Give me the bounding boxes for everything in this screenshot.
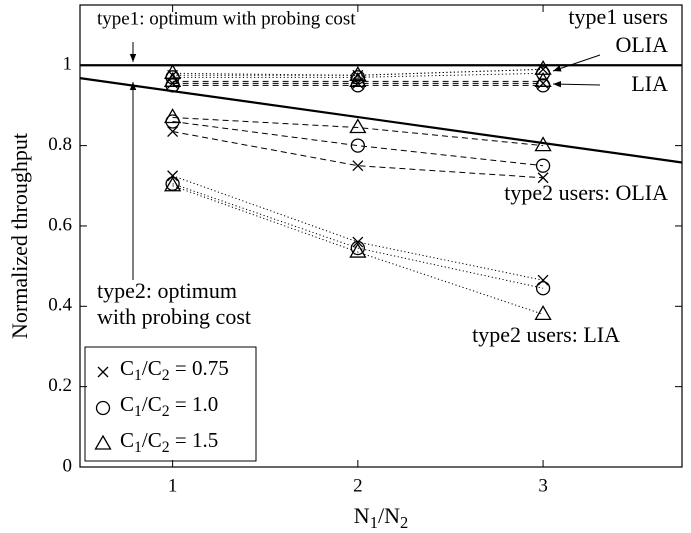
- optimum-line: [79, 77, 683, 164]
- marker-x: [537, 274, 549, 286]
- marker-x: [167, 170, 179, 182]
- annotation: with probing cost: [97, 304, 251, 329]
- marker-x: [97, 366, 109, 378]
- lia-arrow: [552, 80, 601, 88]
- marker-circle: [95, 400, 111, 416]
- marker-triangle: [163, 72, 182, 87]
- y-axis-label: Normalized throughput: [7, 133, 32, 339]
- x-tick-label: 3: [538, 475, 548, 496]
- x-axis-label: N1​/N2​: [354, 503, 408, 532]
- marker-triangle: [349, 242, 367, 258]
- marker-triangle: [534, 136, 552, 152]
- y-tick-label: 0.2: [48, 375, 72, 396]
- y-tick-label: 0.8: [48, 134, 72, 155]
- series-line: [172, 131, 544, 179]
- marker-triangle: [163, 108, 182, 124]
- legend-label: C1​/C2​ = 0.75: [120, 356, 229, 384]
- marker-x: [537, 172, 549, 184]
- marker-triangle: [94, 434, 112, 450]
- marker-triangle: [534, 72, 552, 87]
- x-tick-label: 2: [353, 475, 363, 496]
- annotation: type1: optimum with probing cost: [97, 8, 356, 29]
- y-tick-label: 0: [63, 455, 73, 476]
- x-tick-label: 1: [168, 475, 178, 496]
- marker-circle: [350, 240, 365, 256]
- annotation: type1 users: [568, 4, 668, 29]
- series-line: [172, 72, 544, 78]
- olia-arrow: [552, 54, 601, 72]
- annotation: OLIA: [615, 32, 668, 57]
- marker-triangle: [534, 305, 552, 320]
- legend-box: [84, 346, 257, 462]
- y-tick-label: 1: [63, 54, 73, 75]
- annotation: type2: optimum: [97, 278, 237, 303]
- marker-circle: [535, 158, 551, 173]
- legend: C1​/C2​ = 0.75 C1​/C2​ = 1.0 C1​/C2​ = 1.5: [84, 346, 257, 462]
- legend-label: C1​/C2​ = 1.0: [120, 392, 218, 420]
- series-line: [172, 116, 544, 147]
- marker-x: [352, 160, 364, 172]
- marker-triangle: [349, 72, 367, 87]
- y-tick-label: 0.4: [48, 295, 72, 316]
- annotation: type2 users: OLIA: [504, 180, 668, 205]
- legend-label: C1​/C2​ = 1.5: [120, 428, 218, 456]
- annotation: type2 users: LIA: [472, 322, 620, 347]
- annotation: LIA: [631, 71, 668, 96]
- series-line: [172, 183, 544, 289]
- series-line: [172, 121, 544, 167]
- marker-x: [167, 126, 179, 138]
- y-tick-label: 0.6: [48, 214, 72, 235]
- marker-triangle: [349, 66, 367, 81]
- marker-circle: [350, 138, 365, 153]
- marker-triangle: [163, 176, 182, 192]
- marker-triangle: [349, 118, 367, 134]
- marker-circle: [535, 281, 551, 296]
- series-line: [172, 68, 544, 76]
- series-line: [172, 185, 544, 315]
